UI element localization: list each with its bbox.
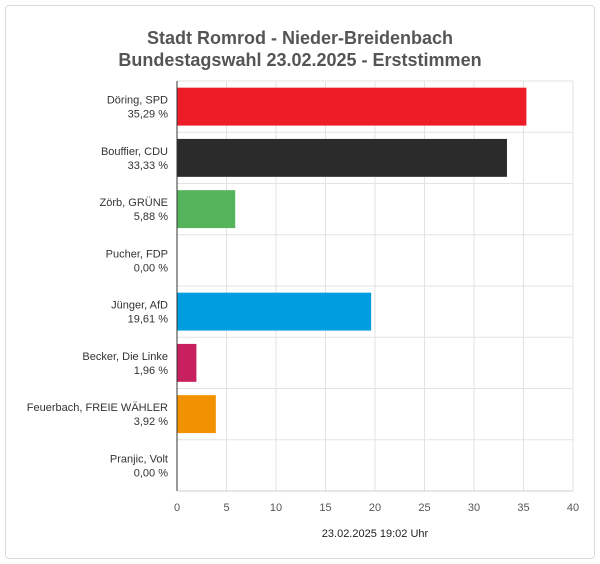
x-tick-label: 40 (567, 502, 579, 514)
bar (177, 343, 197, 382)
category-label: Zörb, GRÜNE (100, 197, 168, 209)
category-label: Jünger, AfD (111, 300, 168, 312)
category-percent-label: 5,88 % (134, 211, 168, 223)
bar (177, 292, 372, 331)
bar (177, 395, 216, 434)
category-label: Pucher, FDP (106, 248, 168, 260)
x-tick-label: 25 (418, 502, 430, 514)
category-percent-label: 35,29 % (128, 109, 169, 121)
x-tick-label: 35 (517, 502, 529, 514)
category-label: Döring, SPD (107, 95, 168, 107)
category-label: Feuerbach, FREIE WÄHLER (27, 402, 168, 414)
chart-subtitle: Bundestagswahl 23.02.2025 - Erststimmen (118, 50, 482, 70)
category-percent-label: 3,92 % (134, 416, 168, 428)
category-percent-label: 0,00 % (134, 262, 168, 274)
x-tick-label: 5 (223, 502, 229, 514)
category-percent-label: 1,96 % (134, 365, 168, 377)
x-tick-label: 10 (270, 502, 282, 514)
chart-title: Stadt Romrod - Nieder-Breidenbach (146, 28, 454, 48)
x-tick-label: 15 (319, 502, 331, 514)
x-tick-label: 30 (468, 502, 480, 514)
bar (177, 138, 507, 177)
x-tick-label: 20 (369, 502, 381, 514)
category-label: Becker, Die Linke (82, 351, 168, 363)
timestamp-footer: 23.02.2025 19:02 Uhr (321, 528, 429, 540)
bar (177, 87, 527, 126)
bar (177, 190, 236, 229)
category-percent-label: 0,00 % (134, 467, 168, 479)
category-percent-label: 19,61 % (128, 314, 169, 326)
category-label: Bouffier, CDU (101, 146, 168, 158)
category-label: Pranjic, Volt (110, 453, 168, 465)
category-percent-label: 33,33 % (128, 160, 169, 172)
x-tick-label: 0 (174, 502, 180, 514)
